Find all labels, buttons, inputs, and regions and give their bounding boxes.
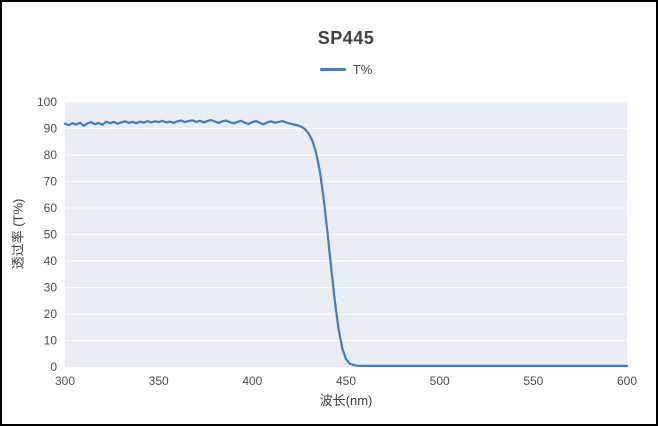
y-tick-label: 60 [44,201,58,215]
series-line-t-percent [63,118,629,367]
x-tick-label: 450 [336,374,356,388]
y-tick-label: 40 [44,254,58,268]
legend: T% [65,62,627,77]
legend-item-t-percent[interactable]: T% [319,62,373,77]
y-tick-label: 80 [44,148,58,162]
x-tick-label: 500 [430,374,450,388]
x-tick-label: 600 [617,374,637,388]
y-tick-label: 70 [44,175,58,189]
x-tick-label: 300 [55,374,75,388]
y-tick-label: 10 [44,334,58,348]
y-axis-label: 透过率 (T%) [10,198,26,270]
x-tick-label: 350 [149,374,169,388]
y-tick-label: 100 [37,95,57,109]
y-tick-label: 30 [44,281,58,295]
x-tick-label: 400 [242,374,262,388]
legend-label: T% [352,62,373,77]
x-axis-label: 波长(nm) [319,393,373,408]
y-tick-label: 50 [44,228,58,242]
y-tick-label: 90 [44,122,58,136]
legend-line-swatch [319,68,346,71]
x-tick-label: 550 [523,374,543,388]
y-tick-label: 0 [50,360,57,374]
y-tick-label: 20 [44,307,58,321]
chart-title: SP445 [317,28,375,48]
